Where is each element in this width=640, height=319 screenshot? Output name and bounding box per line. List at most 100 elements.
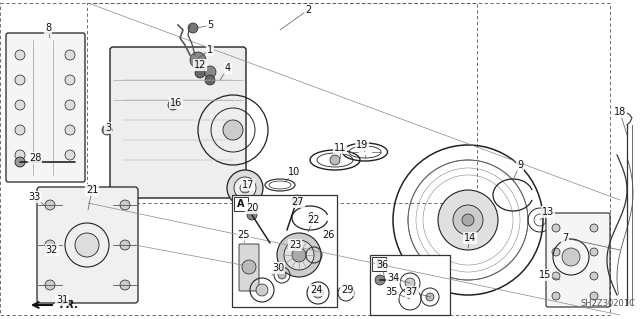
Circle shape <box>405 278 415 288</box>
Circle shape <box>242 260 256 274</box>
FancyBboxPatch shape <box>37 187 138 303</box>
Text: 13: 13 <box>542 207 554 217</box>
Circle shape <box>277 233 321 277</box>
Text: 15: 15 <box>539 270 551 280</box>
Text: 1: 1 <box>207 45 213 55</box>
Text: 25: 25 <box>237 230 250 240</box>
Text: 12: 12 <box>194 60 206 70</box>
Text: B: B <box>375 259 383 269</box>
Circle shape <box>552 272 560 280</box>
Circle shape <box>247 210 257 220</box>
Circle shape <box>120 280 130 290</box>
Circle shape <box>15 100 25 110</box>
Text: 5: 5 <box>207 20 213 30</box>
Text: 30: 30 <box>272 263 284 273</box>
Bar <box>232 195 337 307</box>
FancyBboxPatch shape <box>239 244 259 291</box>
Circle shape <box>190 52 206 68</box>
Text: 21: 21 <box>86 185 98 195</box>
Circle shape <box>552 248 560 256</box>
Bar <box>372 257 386 271</box>
Text: 24: 24 <box>310 285 322 295</box>
Circle shape <box>552 224 560 232</box>
Text: A: A <box>237 199 244 209</box>
Circle shape <box>462 214 474 226</box>
Circle shape <box>562 248 580 266</box>
Text: 35: 35 <box>386 287 398 297</box>
Circle shape <box>590 224 598 232</box>
Bar <box>370 255 450 315</box>
Circle shape <box>15 150 25 160</box>
Circle shape <box>223 120 243 140</box>
Circle shape <box>120 240 130 250</box>
Circle shape <box>234 177 256 199</box>
Circle shape <box>552 292 560 300</box>
Circle shape <box>15 75 25 85</box>
Text: 3: 3 <box>105 123 111 133</box>
Text: 29: 29 <box>341 285 353 295</box>
Circle shape <box>256 284 268 296</box>
Circle shape <box>330 155 340 165</box>
Text: 19: 19 <box>356 140 368 150</box>
Text: 7: 7 <box>562 233 568 243</box>
Text: 32: 32 <box>46 245 58 255</box>
Circle shape <box>75 233 99 257</box>
Circle shape <box>120 200 130 210</box>
Circle shape <box>65 75 75 85</box>
Text: 36: 36 <box>376 260 388 270</box>
Circle shape <box>590 292 598 300</box>
Text: 11: 11 <box>334 143 346 153</box>
Text: 17: 17 <box>242 180 254 190</box>
Circle shape <box>453 205 483 235</box>
Circle shape <box>102 125 112 135</box>
Text: 6: 6 <box>307 212 313 222</box>
Bar <box>234 197 248 211</box>
Circle shape <box>65 100 75 110</box>
Text: 31: 31 <box>56 295 68 305</box>
Text: FR.: FR. <box>60 300 79 310</box>
Circle shape <box>292 248 306 262</box>
Circle shape <box>65 150 75 160</box>
FancyBboxPatch shape <box>546 213 610 307</box>
Circle shape <box>65 50 75 60</box>
Text: 37: 37 <box>406 287 418 297</box>
Text: 14: 14 <box>464 233 476 243</box>
Text: 10: 10 <box>288 167 300 177</box>
Circle shape <box>45 240 55 250</box>
Circle shape <box>15 125 25 135</box>
Circle shape <box>590 248 598 256</box>
FancyBboxPatch shape <box>110 47 246 198</box>
Text: 9: 9 <box>517 160 523 170</box>
Circle shape <box>168 100 178 110</box>
Text: 26: 26 <box>322 230 334 240</box>
Circle shape <box>45 200 55 210</box>
Text: 4: 4 <box>225 63 231 73</box>
Circle shape <box>227 170 263 206</box>
Circle shape <box>375 275 385 285</box>
Circle shape <box>45 280 55 290</box>
Text: 8: 8 <box>45 23 51 33</box>
Text: 33: 33 <box>28 192 40 202</box>
Circle shape <box>188 23 198 33</box>
Circle shape <box>204 66 216 78</box>
Text: 28: 28 <box>29 153 41 163</box>
Circle shape <box>426 293 434 301</box>
Circle shape <box>278 271 286 279</box>
Circle shape <box>438 190 498 250</box>
Circle shape <box>313 288 323 298</box>
Text: 20: 20 <box>246 203 258 213</box>
Circle shape <box>15 157 25 167</box>
Circle shape <box>292 195 302 205</box>
Bar <box>87 3 477 203</box>
Text: 2: 2 <box>305 5 311 15</box>
Text: 34: 34 <box>387 273 399 283</box>
Circle shape <box>240 183 250 193</box>
Text: 16: 16 <box>170 98 182 108</box>
Circle shape <box>590 272 598 280</box>
Circle shape <box>195 68 205 78</box>
Circle shape <box>15 50 25 60</box>
Circle shape <box>65 125 75 135</box>
Text: 27: 27 <box>292 197 304 207</box>
Text: 22: 22 <box>307 215 319 225</box>
Text: 18: 18 <box>614 107 626 117</box>
